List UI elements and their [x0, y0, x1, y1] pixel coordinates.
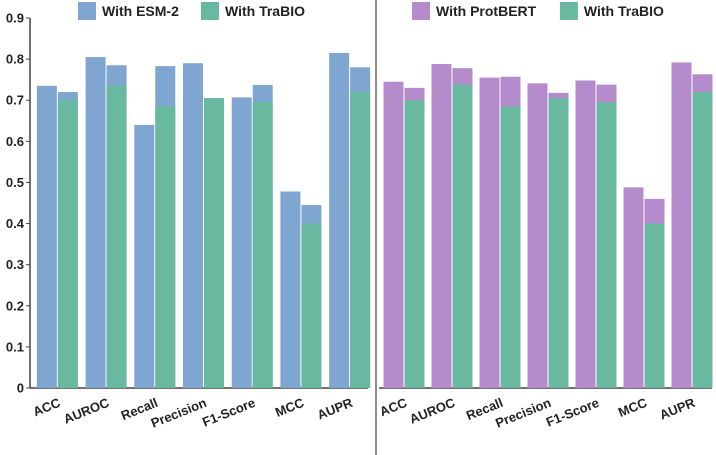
bar-baseline: [671, 62, 692, 389]
bar-combined-trabio: [204, 98, 224, 389]
legend-swatch: [201, 2, 219, 20]
legend-label: With TraBIO: [225, 3, 305, 19]
category-label: F1-Score: [544, 395, 601, 430]
legend-swatch: [559, 2, 578, 20]
legend-label: With TraBIO: [584, 3, 664, 19]
category-label: F1-Score: [200, 395, 257, 430]
bar-combined-trabio: [404, 100, 425, 388]
category-label: ACC: [31, 395, 63, 420]
y-axis: 0 0.1 0.2 0.3 0.4 0.5 0.6 0.7 0.8 0.9: [6, 0, 377, 455]
category-label: Precision: [149, 395, 209, 431]
bar-baseline: [36, 85, 57, 388]
y-tick-label: 0: [17, 381, 24, 396]
y-tick-label: 0.1: [6, 339, 24, 354]
legend-label: With ESM-2: [102, 3, 179, 19]
category-label: AUROC: [407, 395, 457, 427]
bar-combined-trabio: [692, 92, 713, 388]
category-label: AUPR: [315, 395, 355, 423]
category-label: Precision: [493, 395, 553, 431]
bar-combined-trabio: [596, 102, 617, 389]
bar-baseline: [623, 187, 644, 388]
bar-baseline: [134, 124, 155, 388]
y-tick-label: 0.3: [6, 257, 24, 272]
category-label: AUROC: [61, 395, 111, 427]
category-label: ACC: [377, 395, 409, 420]
bar-combined-trabio: [452, 84, 473, 388]
legend-swatch: [412, 2, 430, 20]
bar-combined-trabio: [548, 98, 569, 389]
bar-baseline: [383, 81, 404, 388]
bar-baseline: [575, 80, 596, 388]
y-tick-label: 0.6: [6, 134, 24, 149]
bar-combined-trabio: [106, 85, 127, 388]
y-tick-label: 0.7: [6, 93, 24, 108]
bar-combined-trabio: [252, 102, 273, 389]
category-label: MCC: [616, 395, 650, 420]
bar-combined-trabio: [350, 92, 371, 388]
bar-baseline: [183, 63, 203, 388]
bar-baseline: [329, 52, 350, 388]
bar-combined-trabio: [155, 106, 176, 388]
legend-label: With ProtBERT: [436, 3, 537, 19]
bar-baseline: [231, 97, 252, 388]
legend-swatch: [78, 2, 96, 20]
y-tick-label: 0.4: [6, 216, 25, 231]
bar-combined-trabio: [644, 223, 665, 388]
category-label: MCC: [273, 395, 307, 420]
bar-combined-trabio: [57, 100, 78, 388]
y-tick-label: 0.5: [6, 175, 24, 190]
bar-combined-trabio: [301, 223, 322, 388]
bar-baseline: [527, 83, 548, 388]
bar-baseline: [280, 191, 301, 388]
legend: With ESM-2 With TraBIO With ProtBERT With T…: [78, 2, 664, 20]
bar-baseline: [431, 64, 452, 389]
bar-baseline: [479, 77, 500, 388]
y-tick-label: 0.8: [6, 52, 24, 67]
category-label: AUPR: [657, 395, 697, 423]
bar-baseline: [85, 57, 106, 389]
y-tick-label: 0.2: [6, 298, 24, 313]
y-tick-label: 0.9: [6, 11, 24, 26]
bar-combined-trabio: [500, 106, 521, 388]
